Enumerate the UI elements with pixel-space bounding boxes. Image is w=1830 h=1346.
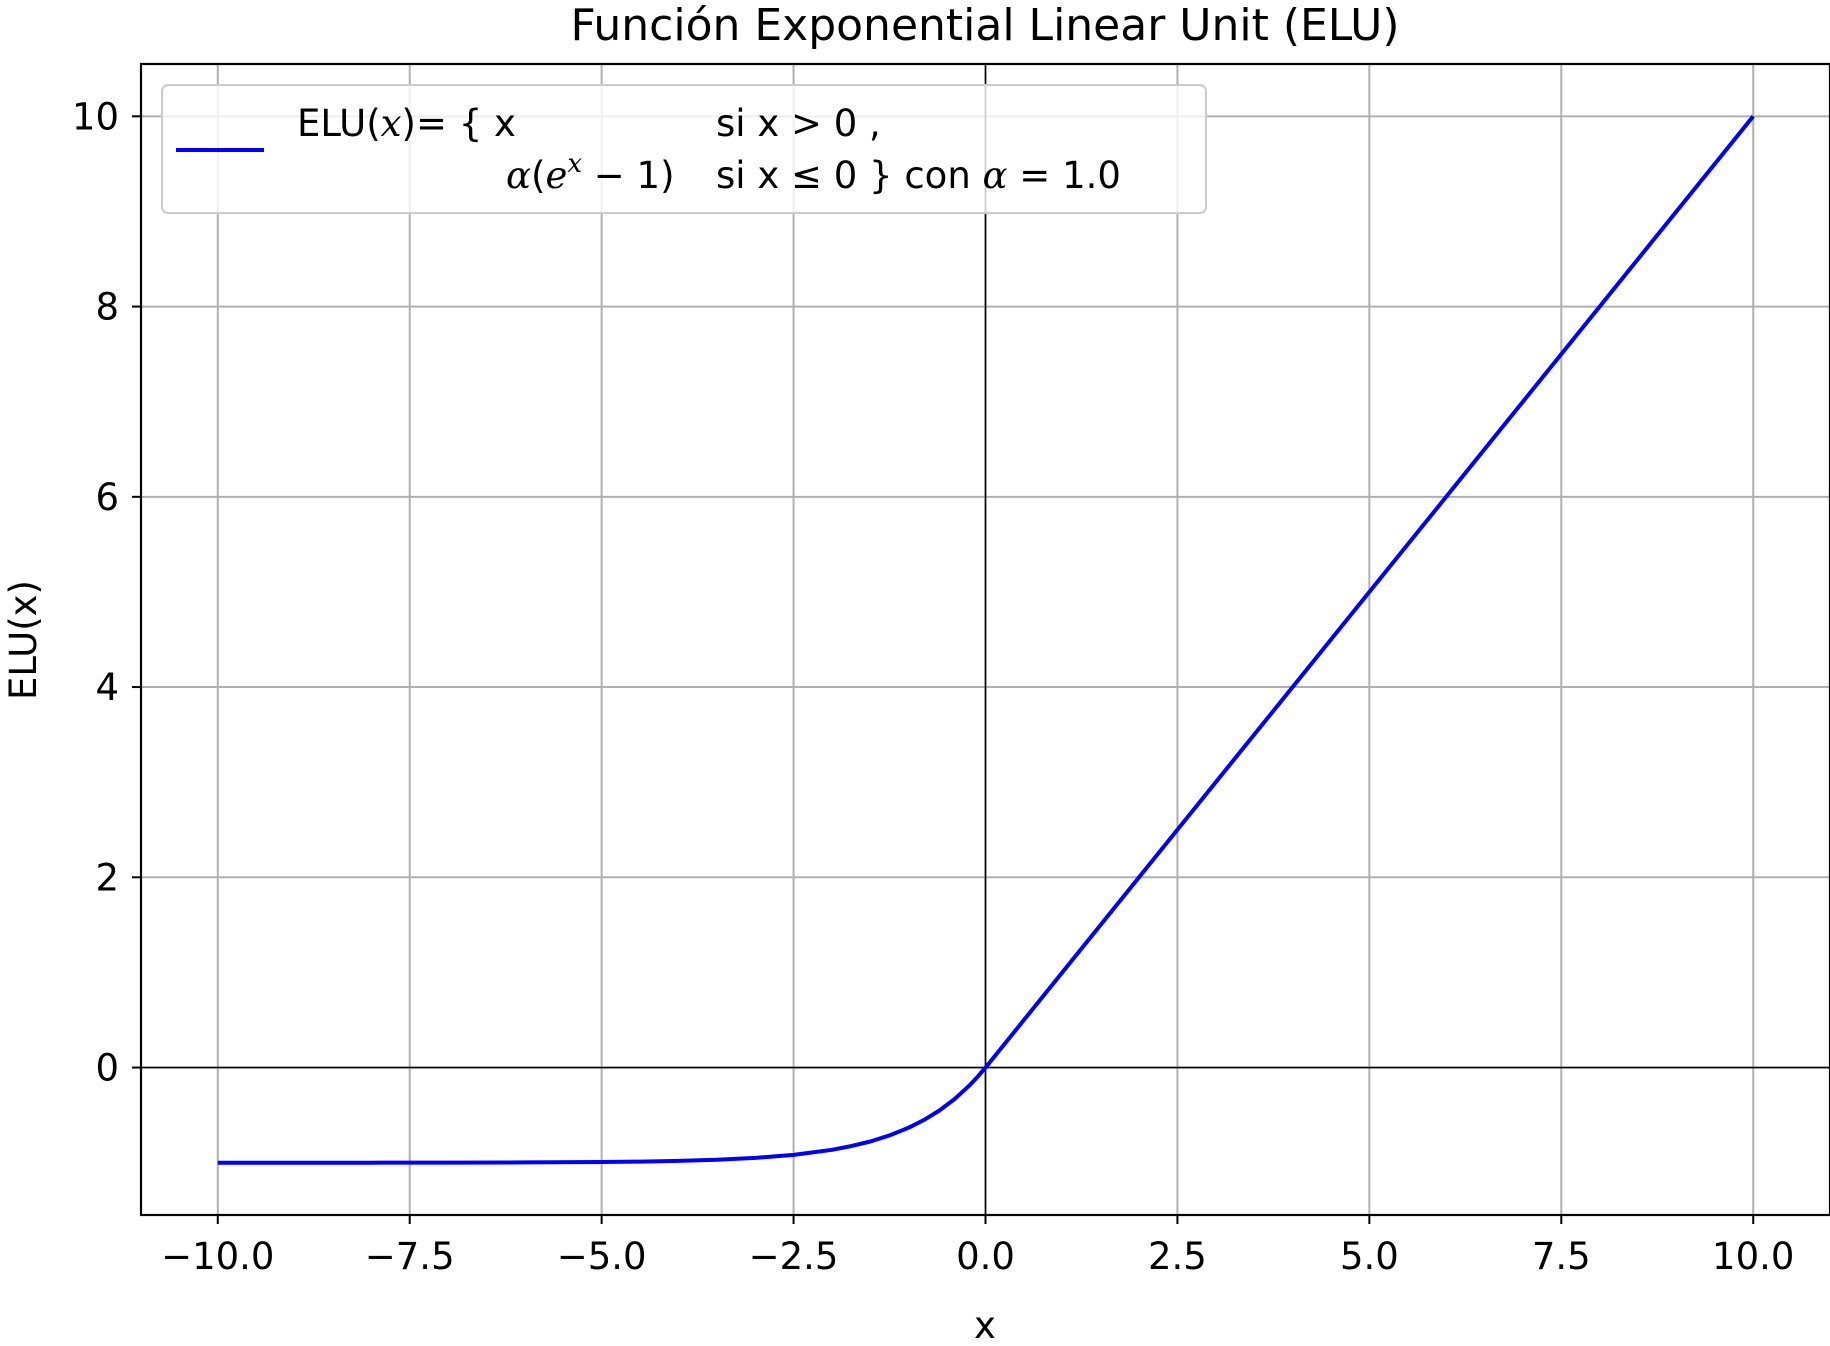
legend-exp: x	[567, 149, 582, 179]
legend-alpha: α	[506, 154, 531, 197]
legend-alpha-value: = 1.0	[1008, 154, 1121, 197]
legend-elu-var: x	[381, 102, 402, 145]
series-line-elu	[217, 115, 1755, 1165]
legend-elu-piece-1: )= { x	[402, 102, 516, 145]
y-tick-label: 6	[95, 476, 119, 519]
x-tick-label: −10.0	[161, 1235, 274, 1278]
y-tick-label: 4	[95, 666, 119, 709]
legend-paren: (	[531, 154, 545, 197]
legend-box	[161, 84, 1207, 214]
x-tick-label: 5.0	[1340, 1235, 1399, 1278]
x-tick-label: 2.5	[1148, 1235, 1207, 1278]
legend-line-2: α(ex − 1)	[506, 149, 675, 197]
x-tick-label: −2.5	[749, 1235, 839, 1278]
legend-elu-prefix: ELU(	[297, 102, 381, 145]
y-tick-label: 8	[95, 286, 119, 329]
x-tick-label: −5.0	[557, 1235, 647, 1278]
chart-title: Función Exponential Linear Unit (ELU)	[570, 0, 1399, 51]
legend-cond-1: si x > 0 ,	[716, 102, 881, 145]
x-tick-label: −7.5	[365, 1235, 455, 1278]
x-axis-label: x	[974, 1304, 996, 1346]
x-tick-label: 10.0	[1712, 1235, 1794, 1278]
series-layer	[217, 115, 1755, 1165]
legend-minus-one: − 1)	[582, 154, 675, 197]
y-tick-label: 2	[95, 856, 119, 899]
legend-cond-2-text: si x ≤ 0 } con	[716, 154, 971, 197]
legend: ELU(x)= { x si x > 0 , α(ex − 1) si x ≤ …	[161, 84, 1207, 214]
legend-cond-2: si x ≤ 0 } con α = 1.0	[716, 154, 1121, 197]
legend-e: e	[545, 154, 567, 197]
ticks: −10.0 −7.5 −5.0 −2.5 0.0 2.5 5.0 7.5 10.0 0 2 4 6 8 10	[72, 95, 1795, 1278]
x-tick-label: 0.0	[956, 1235, 1015, 1278]
y-tick-label: 0	[95, 1047, 119, 1090]
y-tick-label: 10	[72, 95, 119, 138]
legend-line-1: ELU(x)= { x	[297, 102, 516, 145]
y-axis-label: ELU(x)	[2, 580, 45, 700]
legend-alpha-2: α	[983, 154, 1008, 197]
x-tick-label: 7.5	[1532, 1235, 1591, 1278]
